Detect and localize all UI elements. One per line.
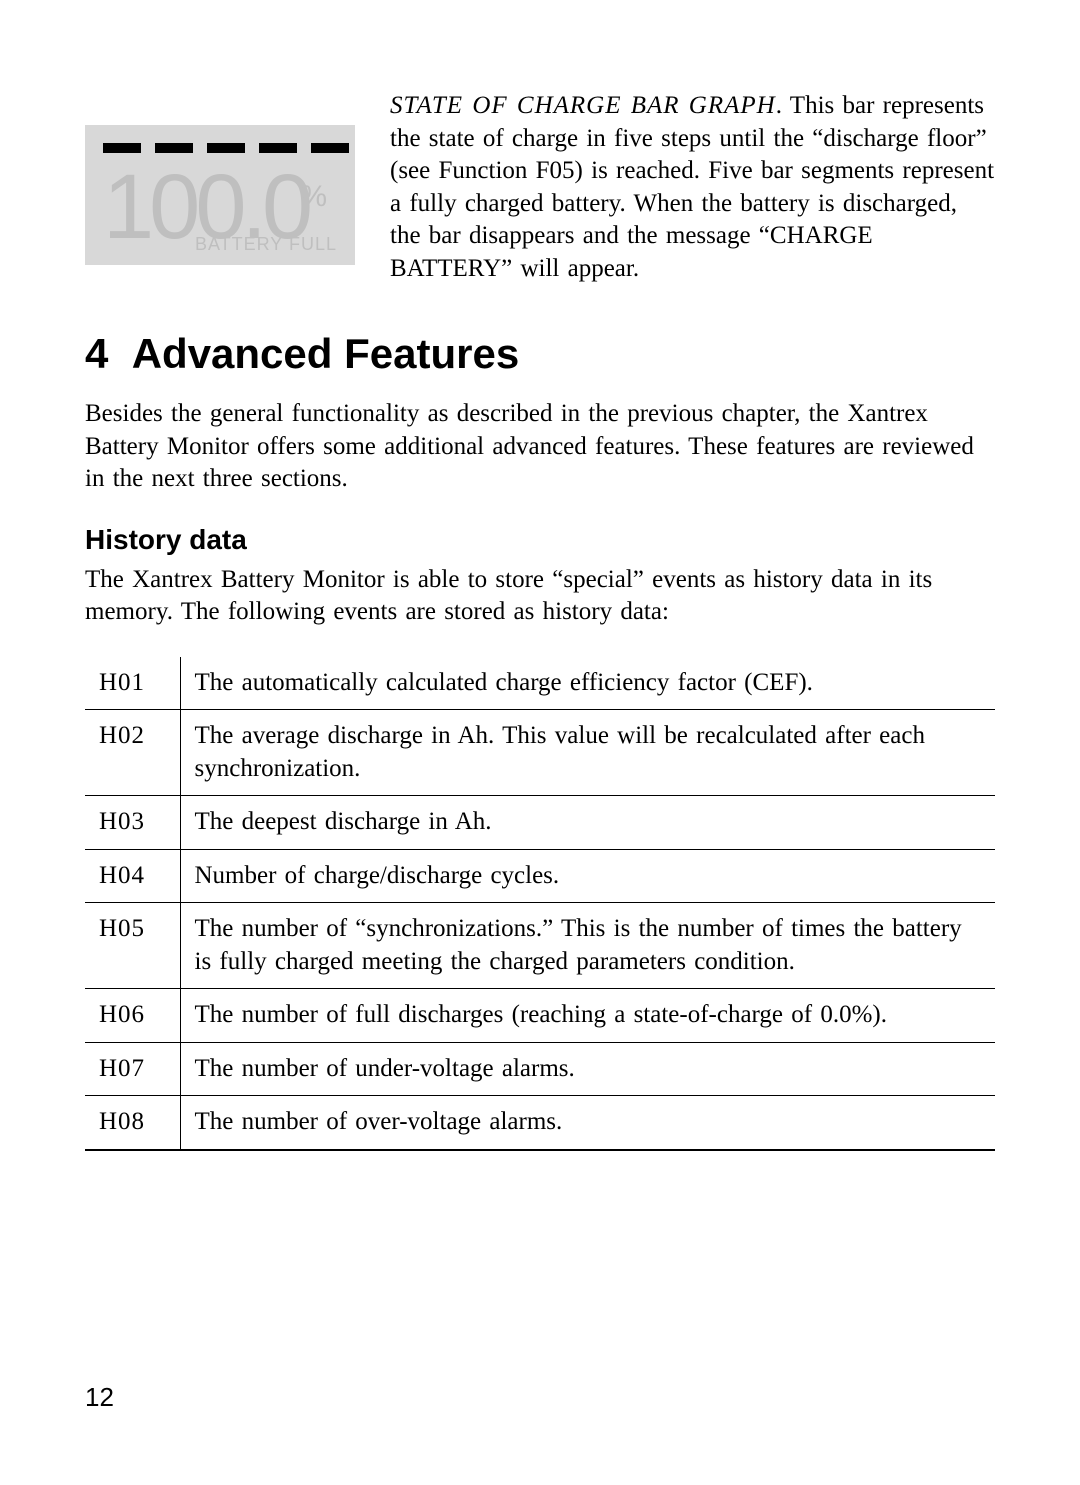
history-code: H08 xyxy=(85,1096,180,1150)
section-heading: 4 Advanced Features xyxy=(85,330,995,378)
page-number: 12 xyxy=(85,1382,114,1413)
history-code: H06 xyxy=(85,989,180,1043)
lcd-status-label: BATTERY FULL xyxy=(195,234,337,255)
history-desc: The deepest discharge in Ah. xyxy=(180,796,995,850)
history-heading: History data xyxy=(85,524,995,556)
history-code: H02 xyxy=(85,710,180,796)
history-code: H01 xyxy=(85,657,180,710)
history-code: H05 xyxy=(85,903,180,989)
lcd-bars xyxy=(103,143,349,153)
bar-graph-title: STATE OF CHARGE BAR GRAPH xyxy=(390,92,776,119)
history-desc: The number of full discharges (reaching … xyxy=(180,989,995,1043)
table-row: H05 The number of “synchronizations.” Th… xyxy=(85,903,995,989)
lcd-bar-segment xyxy=(311,143,349,153)
table-row: H06 The number of full discharges (reach… xyxy=(85,989,995,1043)
history-intro: The Xantrex Battery Monitor is able to s… xyxy=(85,564,995,629)
history-table-body: H01 The automatically calculated charge … xyxy=(85,657,995,1150)
history-desc: The average discharge in Ah. This value … xyxy=(180,710,995,796)
history-desc: The number of over-voltage alarms. xyxy=(180,1096,995,1150)
lcd-bar-segment xyxy=(259,143,297,153)
history-desc: The automatically calculated charge effi… xyxy=(180,657,995,710)
lcd-bar-segment xyxy=(103,143,141,153)
table-row: H03 The deepest discharge in Ah. xyxy=(85,796,995,850)
section-number: 4 xyxy=(85,330,108,377)
history-code: H07 xyxy=(85,1042,180,1096)
bar-graph-description: STATE OF CHARGE BAR GRAPH. This bar repr… xyxy=(390,90,995,285)
history-desc: Number of charge/discharge cycles. xyxy=(180,849,995,903)
history-table: H01 The automatically calculated charge … xyxy=(85,657,995,1151)
section-intro: Besides the general functionality as des… xyxy=(85,398,995,496)
table-row: H07 The number of under-voltage alarms. xyxy=(85,1042,995,1096)
history-desc: The number of under-voltage alarms. xyxy=(180,1042,995,1096)
section-title: Advanced Features xyxy=(132,330,519,377)
table-row: H02 The average discharge in Ah. This va… xyxy=(85,710,995,796)
lcd-percent: % xyxy=(300,180,327,214)
history-code: H03 xyxy=(85,796,180,850)
lcd-display: 100.0 % BATTERY FULL xyxy=(85,125,355,265)
history-desc: The number of “synchronizations.” This i… xyxy=(180,903,995,989)
history-code: H04 xyxy=(85,849,180,903)
lcd-bar-segment xyxy=(155,143,193,153)
table-row: H08 The number of over-voltage alarms. xyxy=(85,1096,995,1150)
bar-graph-body: This bar represents the state of charge … xyxy=(390,92,994,282)
top-section: 100.0 % BATTERY FULL STATE OF CHARGE BAR… xyxy=(85,90,995,285)
lcd-bar-segment xyxy=(207,143,245,153)
table-row: H01 The automatically calculated charge … xyxy=(85,657,995,710)
table-row: H04 Number of charge/discharge cycles. xyxy=(85,849,995,903)
